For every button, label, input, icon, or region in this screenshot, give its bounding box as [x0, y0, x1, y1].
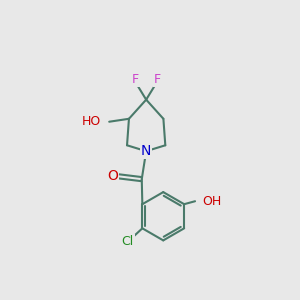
Text: Cl: Cl — [122, 235, 134, 248]
Text: N: N — [141, 144, 152, 158]
Text: OH: OH — [202, 195, 222, 208]
Text: O: O — [107, 169, 118, 183]
Text: HO: HO — [82, 115, 101, 128]
Text: F: F — [131, 74, 139, 86]
Text: F: F — [154, 74, 161, 86]
